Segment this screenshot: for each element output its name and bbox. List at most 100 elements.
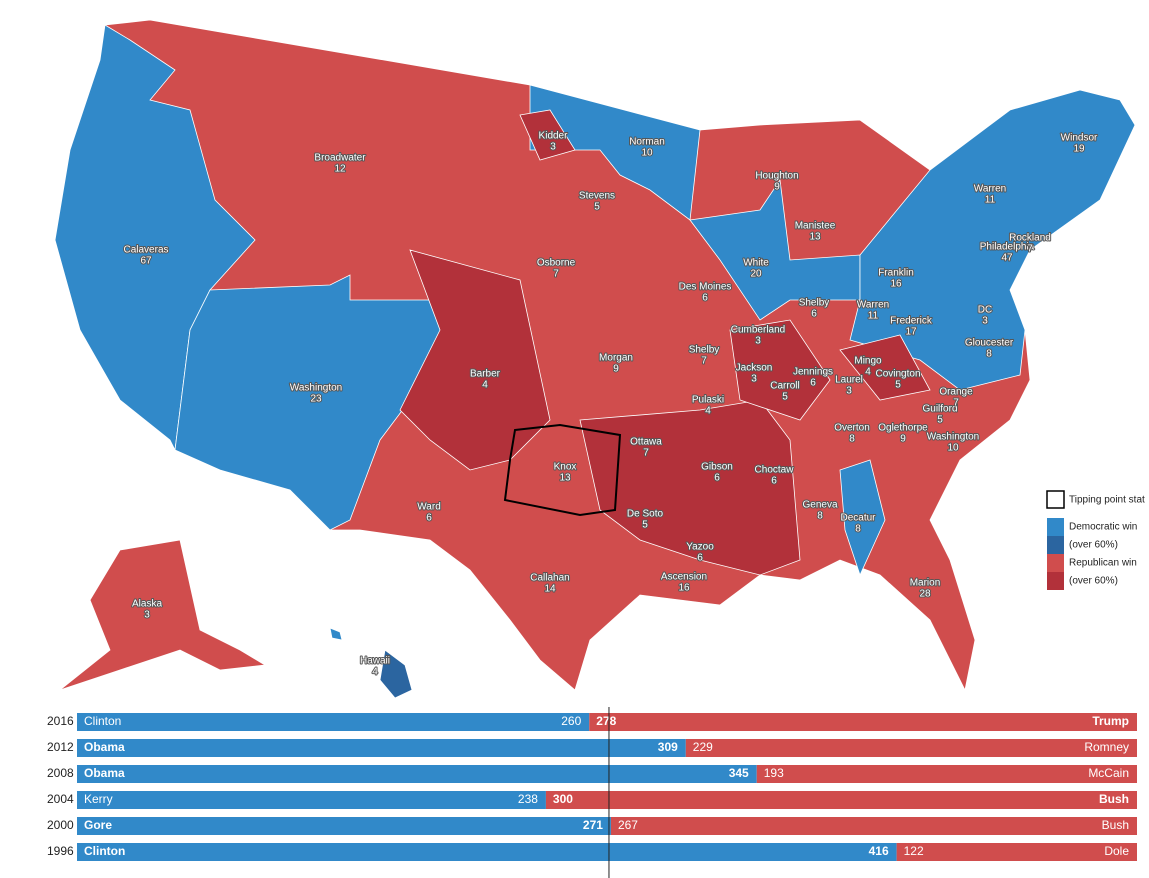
legend-label: (over 60%) xyxy=(1069,576,1118,587)
bar xyxy=(77,843,897,861)
region-name: Stevens xyxy=(579,191,615,202)
candidate-name: Clinton xyxy=(84,844,125,858)
region-name: Hawaii xyxy=(360,656,390,667)
region-name: Cumberland xyxy=(731,325,785,336)
legend: Tipping point stat Democratic win (over 60… xyxy=(1046,490,1145,590)
vote-count: 193 xyxy=(764,766,784,780)
vote-count: 278 xyxy=(596,714,616,728)
region-votes: 8 xyxy=(849,434,855,445)
region-votes: 6 xyxy=(702,293,708,304)
region-votes: 28 xyxy=(919,589,931,600)
legend-label: Tipping point stat xyxy=(1069,495,1145,506)
region-votes: 5 xyxy=(642,520,648,531)
region-votes: 11 xyxy=(985,195,996,206)
tipping-outline xyxy=(503,423,622,517)
region-votes: 8 xyxy=(817,511,823,522)
bar xyxy=(77,739,686,757)
region-votes: 7 xyxy=(1027,244,1033,255)
region-votes: 13 xyxy=(559,473,571,484)
candidate-name: Dole xyxy=(1104,844,1129,858)
region-name: Washington xyxy=(290,383,342,394)
region-name: Manistee xyxy=(795,221,836,232)
candidate-name: Bush xyxy=(1102,818,1129,832)
year-label: 1996 xyxy=(47,844,74,858)
candidate-name: Obama xyxy=(84,766,125,780)
year-label: 2016 xyxy=(47,714,74,728)
region-votes: 12 xyxy=(334,164,346,175)
map-area xyxy=(729,319,831,421)
candidate-name: McCain xyxy=(1088,766,1129,780)
region-name: Warren xyxy=(857,300,889,311)
region-votes: 9 xyxy=(900,434,906,445)
region-votes: 4 xyxy=(865,367,871,378)
bar xyxy=(77,765,757,783)
year-label: 2000 xyxy=(47,818,74,832)
region-name: Kidder xyxy=(539,131,569,142)
vote-count: 345 xyxy=(729,766,749,780)
region-name: Carroll xyxy=(770,381,799,392)
region-name: Calaveras xyxy=(123,245,168,256)
region-votes: 14 xyxy=(544,584,556,595)
region-name: Broadwater xyxy=(314,153,366,164)
region-votes: 4 xyxy=(482,380,488,391)
region-votes: 7 xyxy=(643,448,649,459)
region-name: Gibson xyxy=(701,462,733,473)
region-votes: 17 xyxy=(905,327,917,338)
year-label: 2004 xyxy=(47,792,74,806)
region-name: Shelby xyxy=(689,345,720,356)
bar xyxy=(756,765,1137,783)
region-name: Marion xyxy=(910,578,941,589)
region-name: Philadelphia xyxy=(980,242,1035,253)
region-votes: 5 xyxy=(594,202,600,213)
region-name: Mingo xyxy=(854,356,882,367)
vote-count: 309 xyxy=(658,740,678,754)
vote-count: 271 xyxy=(583,818,603,832)
region-votes: 7 xyxy=(701,356,707,367)
map-area xyxy=(379,649,413,699)
region-name: Orange xyxy=(939,387,973,398)
legend-swatch xyxy=(1047,554,1064,572)
region-name: Osborne xyxy=(537,258,576,269)
vote-count: 416 xyxy=(869,844,889,858)
region-name: DC xyxy=(978,305,992,316)
bar xyxy=(77,817,611,835)
region-name: Pulaski xyxy=(692,395,724,406)
candidate-name: Romney xyxy=(1084,740,1129,754)
region-votes: 10 xyxy=(641,148,653,159)
region-votes: 8 xyxy=(855,524,861,535)
region-votes: 16 xyxy=(678,583,690,594)
map-area xyxy=(329,627,343,641)
vote-count: 229 xyxy=(693,740,713,754)
region-votes: 3 xyxy=(550,142,556,153)
bar xyxy=(610,817,1137,835)
region-name: Covington xyxy=(875,369,920,380)
region-votes: 7 xyxy=(953,398,959,409)
region-name: Ward xyxy=(417,502,441,513)
region-name: White xyxy=(743,258,769,269)
region-name: Rockland xyxy=(1009,233,1051,244)
region-votes: 6 xyxy=(771,476,777,487)
region-votes: 20 xyxy=(750,269,762,280)
region-name: Houghton xyxy=(755,171,798,182)
region-votes: 10 xyxy=(947,443,959,454)
vote-count: 300 xyxy=(553,792,573,806)
region-votes: 16 xyxy=(890,279,902,290)
map-area xyxy=(839,334,931,401)
year-label: 2012 xyxy=(47,740,74,754)
region-votes: 4 xyxy=(372,667,378,678)
region-votes: 9 xyxy=(613,364,619,375)
bar xyxy=(685,739,1137,757)
region-name: Yazoo xyxy=(686,542,714,553)
region-name: Barber xyxy=(470,369,501,380)
candidate-name: Trump xyxy=(1092,714,1129,728)
region-name: Gloucester xyxy=(965,338,1014,349)
region-name: Ascension xyxy=(661,572,707,583)
map-area xyxy=(839,459,886,577)
region-votes: 6 xyxy=(810,378,816,389)
vote-count: 122 xyxy=(904,844,924,858)
region-votes: 11 xyxy=(868,311,879,322)
region-name: Guilford xyxy=(922,404,957,415)
region-votes: 13 xyxy=(809,232,821,243)
region-votes: 23 xyxy=(310,394,322,405)
